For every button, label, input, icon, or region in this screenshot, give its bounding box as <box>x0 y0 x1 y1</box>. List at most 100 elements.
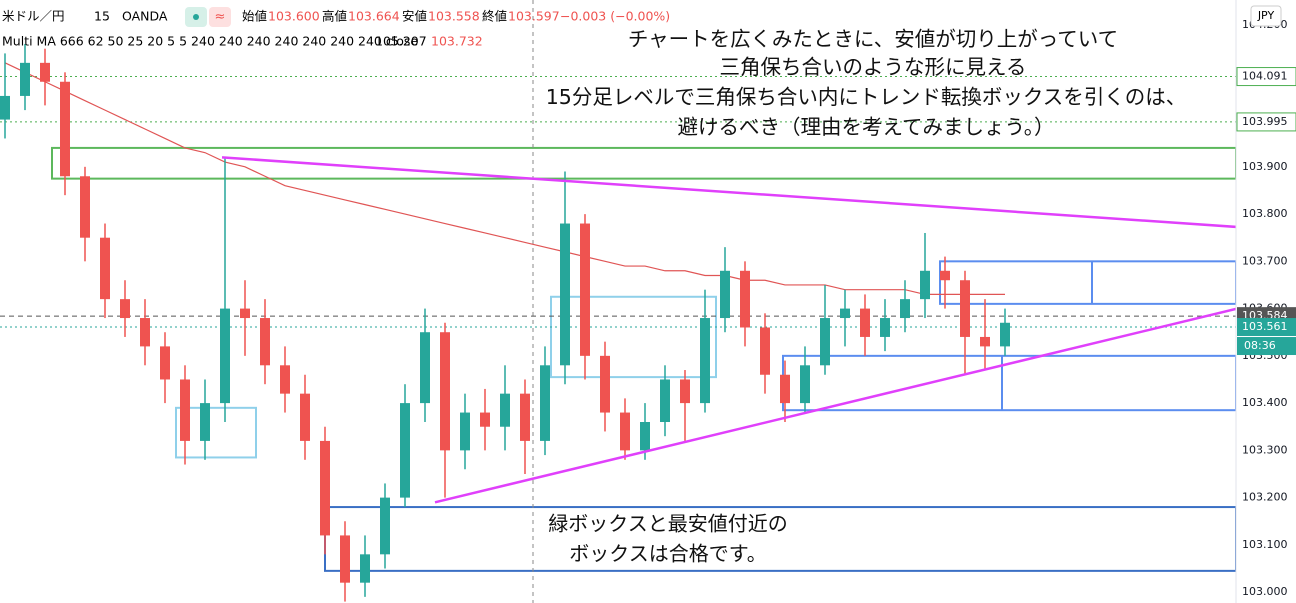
trend-line <box>221 156 1291 232</box>
indicator-value: 105.207 <box>375 34 427 49</box>
ohlc-label: 始値 <box>242 9 267 24</box>
candle-body <box>580 223 590 356</box>
ohlc-value: 103.600 <box>268 9 320 24</box>
status-icon-glyph: ≈ <box>215 10 226 25</box>
candle-body <box>780 374 790 404</box>
y-tick-label: 103.100 <box>1242 538 1288 551</box>
candle-body <box>760 327 770 375</box>
source: OANDA <box>122 9 168 24</box>
candle-body <box>720 270 730 319</box>
ohlc-value: 103.558 <box>428 9 480 24</box>
ohlc-label: 高値 <box>322 9 347 24</box>
candle-body <box>880 318 890 337</box>
candle-body <box>180 379 190 441</box>
candle-body <box>340 535 350 583</box>
candle-body <box>700 318 710 404</box>
candle-body <box>60 81 70 177</box>
candle-body <box>260 318 270 366</box>
candle-body <box>480 412 490 427</box>
candle-body <box>300 393 310 441</box>
candle-body <box>900 299 910 319</box>
candle-body <box>620 412 630 451</box>
candle-body <box>420 332 430 404</box>
candle-body <box>860 308 870 337</box>
annotation: チャートを広くみたときに、安値が切り上がっていて <box>628 27 1118 51</box>
candle-body <box>940 270 950 281</box>
candle-body <box>100 237 110 300</box>
candle-body <box>80 176 90 238</box>
candle-body <box>600 355 610 413</box>
candle-body <box>560 223 570 366</box>
moving-average <box>4 62 1005 296</box>
candle-body <box>920 270 930 300</box>
y-tick-label: 103.400 <box>1242 396 1288 409</box>
candle-body <box>200 403 210 441</box>
indicator[interactable]: Multi MA 666 62 50 25 20 5 5 240 240 240… <box>2 34 418 49</box>
candle-body <box>320 440 330 536</box>
candle-body <box>20 62 30 96</box>
candle-body <box>240 308 250 319</box>
ohlc-change: −0.003 (−0.00%) <box>560 9 670 24</box>
box <box>175 406 257 459</box>
status-dot <box>193 14 199 20</box>
candle-body <box>280 365 290 394</box>
candle-body <box>140 318 150 347</box>
candle-body <box>800 365 810 404</box>
candle-body <box>440 332 450 451</box>
countdown-box <box>1237 337 1296 356</box>
annotation: 三角保ち合いのような形に見える <box>720 55 1027 79</box>
annotation: ボックスは合格です。 <box>569 542 766 566</box>
candle-body <box>1000 322 1010 347</box>
candle-body <box>660 379 670 423</box>
annotation: 避けるべき（理由を考えてみましょう。） <box>678 115 1055 139</box>
candle-body <box>460 412 470 451</box>
currency-box[interactable] <box>1250 5 1282 27</box>
price-marker-box <box>1237 318 1296 337</box>
y-tick-label: 103.300 <box>1242 443 1288 456</box>
candle-body <box>160 346 170 380</box>
price-marker-label: 103.995 <box>1242 115 1288 128</box>
candle-body <box>360 554 370 583</box>
header: 米ドル／円 15 OANDA ≈ 始値 103.600 高値 103.664 安値 103… <box>2 7 670 49</box>
candle-body <box>820 318 830 366</box>
candle-body <box>840 308 850 319</box>
price-marker-label: 104.091 <box>1242 70 1288 83</box>
symbol[interactable]: 米ドル／円 <box>2 9 65 24</box>
interval[interactable]: 15 <box>94 9 110 24</box>
trend-line <box>434 293 1296 504</box>
candle-body <box>380 497 390 555</box>
price-marker-box <box>1236 67 1296 87</box>
ohlc: 始値 103.600 高値 103.664 安値 103.558 終値 103.597 −0.0… <box>242 9 670 24</box>
price-axis <box>1236 0 1296 603</box>
candle-body <box>520 393 530 441</box>
y-tick-label: 103.800 <box>1242 207 1288 220</box>
candle-body <box>960 280 970 337</box>
status-icon[interactable] <box>209 7 231 27</box>
candle-body <box>40 62 50 82</box>
candle-body <box>640 422 650 451</box>
candle-body <box>400 403 410 498</box>
candle-body <box>540 365 550 441</box>
ohlc-label: 安値 <box>402 9 427 24</box>
candle-body <box>120 299 130 319</box>
candle-body <box>980 336 990 347</box>
y-tick-label: 103.200 <box>1242 491 1288 504</box>
candle-body <box>0 95 10 120</box>
candle-body <box>680 379 690 404</box>
indicator-value: 103.732 <box>431 34 483 49</box>
price-marker-box <box>1236 112 1296 132</box>
price-marker-label: 103.561 <box>1242 320 1288 333</box>
y-tick-label: 103.700 <box>1242 254 1288 267</box>
ohlc-value: 103.664 <box>348 9 400 24</box>
candle-body <box>740 270 750 328</box>
annotation: 15分足レベルで三角保ち合い内にトレンド転換ボックスを引くのは、 <box>546 85 1186 109</box>
box <box>550 295 717 379</box>
countdown: 08:36 <box>1244 339 1276 352</box>
ohlc-value: 103.597 <box>508 9 560 24</box>
y-tick-label: 103.000 <box>1242 585 1288 598</box>
